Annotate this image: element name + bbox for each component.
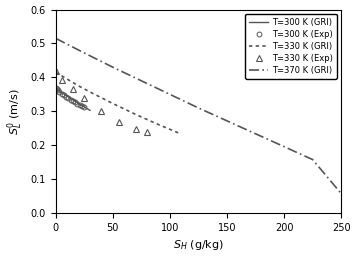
T=330 K (Exp) [99, 110, 104, 113]
T=370 K (GRI) [225, 119, 229, 122]
T=330 K (Exp) [134, 127, 138, 131]
T=300 K (GRI) [54, 87, 58, 90]
T=330 K (GRI) [156, 123, 161, 126]
T=300 K (Exp) [66, 97, 70, 100]
T=300 K (Exp) [54, 87, 58, 90]
T=330 K (Exp) [59, 78, 64, 81]
T=370 K (GRI) [282, 145, 286, 148]
Line: T=370 K (GRI): T=370 K (GRI) [56, 38, 341, 194]
T=330 K (GRI) [179, 133, 183, 136]
T=370 K (GRI) [139, 79, 143, 82]
T=300 K (Exp) [56, 89, 60, 92]
Line: T=330 K (GRI): T=330 K (GRI) [56, 72, 181, 134]
T=370 K (GRI) [54, 37, 58, 40]
Line: T=300 K (Exp): T=300 K (Exp) [54, 86, 87, 109]
T=300 K (Exp) [64, 95, 68, 99]
T=300 K (Exp) [80, 104, 84, 107]
T=370 K (GRI) [310, 158, 315, 161]
T=300 K (Exp) [82, 105, 87, 108]
T=300 K (Exp) [71, 100, 75, 103]
T=330 K (GRI) [122, 107, 126, 110]
T=300 K (Exp) [55, 88, 59, 91]
T=330 K (GRI) [54, 71, 58, 74]
T=300 K (Exp) [62, 94, 66, 97]
T=300 K (Exp) [73, 101, 77, 104]
T=330 K (Exp) [71, 88, 75, 91]
T=300 K (GRI) [59, 91, 64, 94]
Legend: T=300 K (GRI), T=300 K (Exp), T=330 K (GRI), T=330 K (Exp), T=370 K (GRI): T=300 K (GRI), T=300 K (Exp), T=330 K (G… [245, 14, 337, 79]
X-axis label: $S_H$ (g/kg): $S_H$ (g/kg) [173, 238, 224, 252]
T=300 K (Exp) [68, 98, 73, 101]
T=330 K (Exp) [145, 130, 149, 133]
T=330 K (Exp) [54, 70, 58, 73]
Line: T=300 K (GRI): T=300 K (GRI) [56, 88, 90, 110]
Y-axis label: $S_L^0$ (m/s): $S_L^0$ (m/s) [6, 88, 25, 135]
T=300 K (Exp) [59, 92, 64, 95]
T=300 K (GRI) [77, 102, 81, 105]
T=300 K (Exp) [75, 102, 80, 105]
T=330 K (GRI) [99, 96, 104, 99]
T=370 K (GRI) [111, 66, 115, 69]
T=330 K (GRI) [111, 102, 115, 105]
T=300 K (Exp) [78, 103, 82, 106]
T=300 K (Exp) [57, 90, 61, 93]
T=330 K (GRI) [134, 113, 138, 116]
T=300 K (GRI) [65, 94, 69, 98]
T=330 K (Exp) [82, 97, 87, 100]
T=330 K (GRI) [168, 128, 172, 131]
T=300 K (GRI) [71, 98, 75, 101]
T=330 K (Exp) [116, 120, 121, 123]
T=330 K (GRI) [88, 91, 92, 94]
T=300 K (GRI) [88, 109, 92, 112]
T=370 K (GRI) [168, 93, 172, 96]
T=330 K (GRI) [145, 118, 149, 121]
T=370 K (GRI) [197, 106, 201, 109]
T=330 K (GRI) [77, 84, 81, 87]
T=330 K (GRI) [65, 78, 69, 81]
Line: T=330 K (Exp): T=330 K (Exp) [53, 68, 151, 135]
T=300 K (GRI) [82, 106, 87, 109]
T=370 K (GRI) [82, 51, 87, 54]
T=370 K (GRI) [339, 192, 343, 195]
T=370 K (GRI) [253, 132, 258, 135]
